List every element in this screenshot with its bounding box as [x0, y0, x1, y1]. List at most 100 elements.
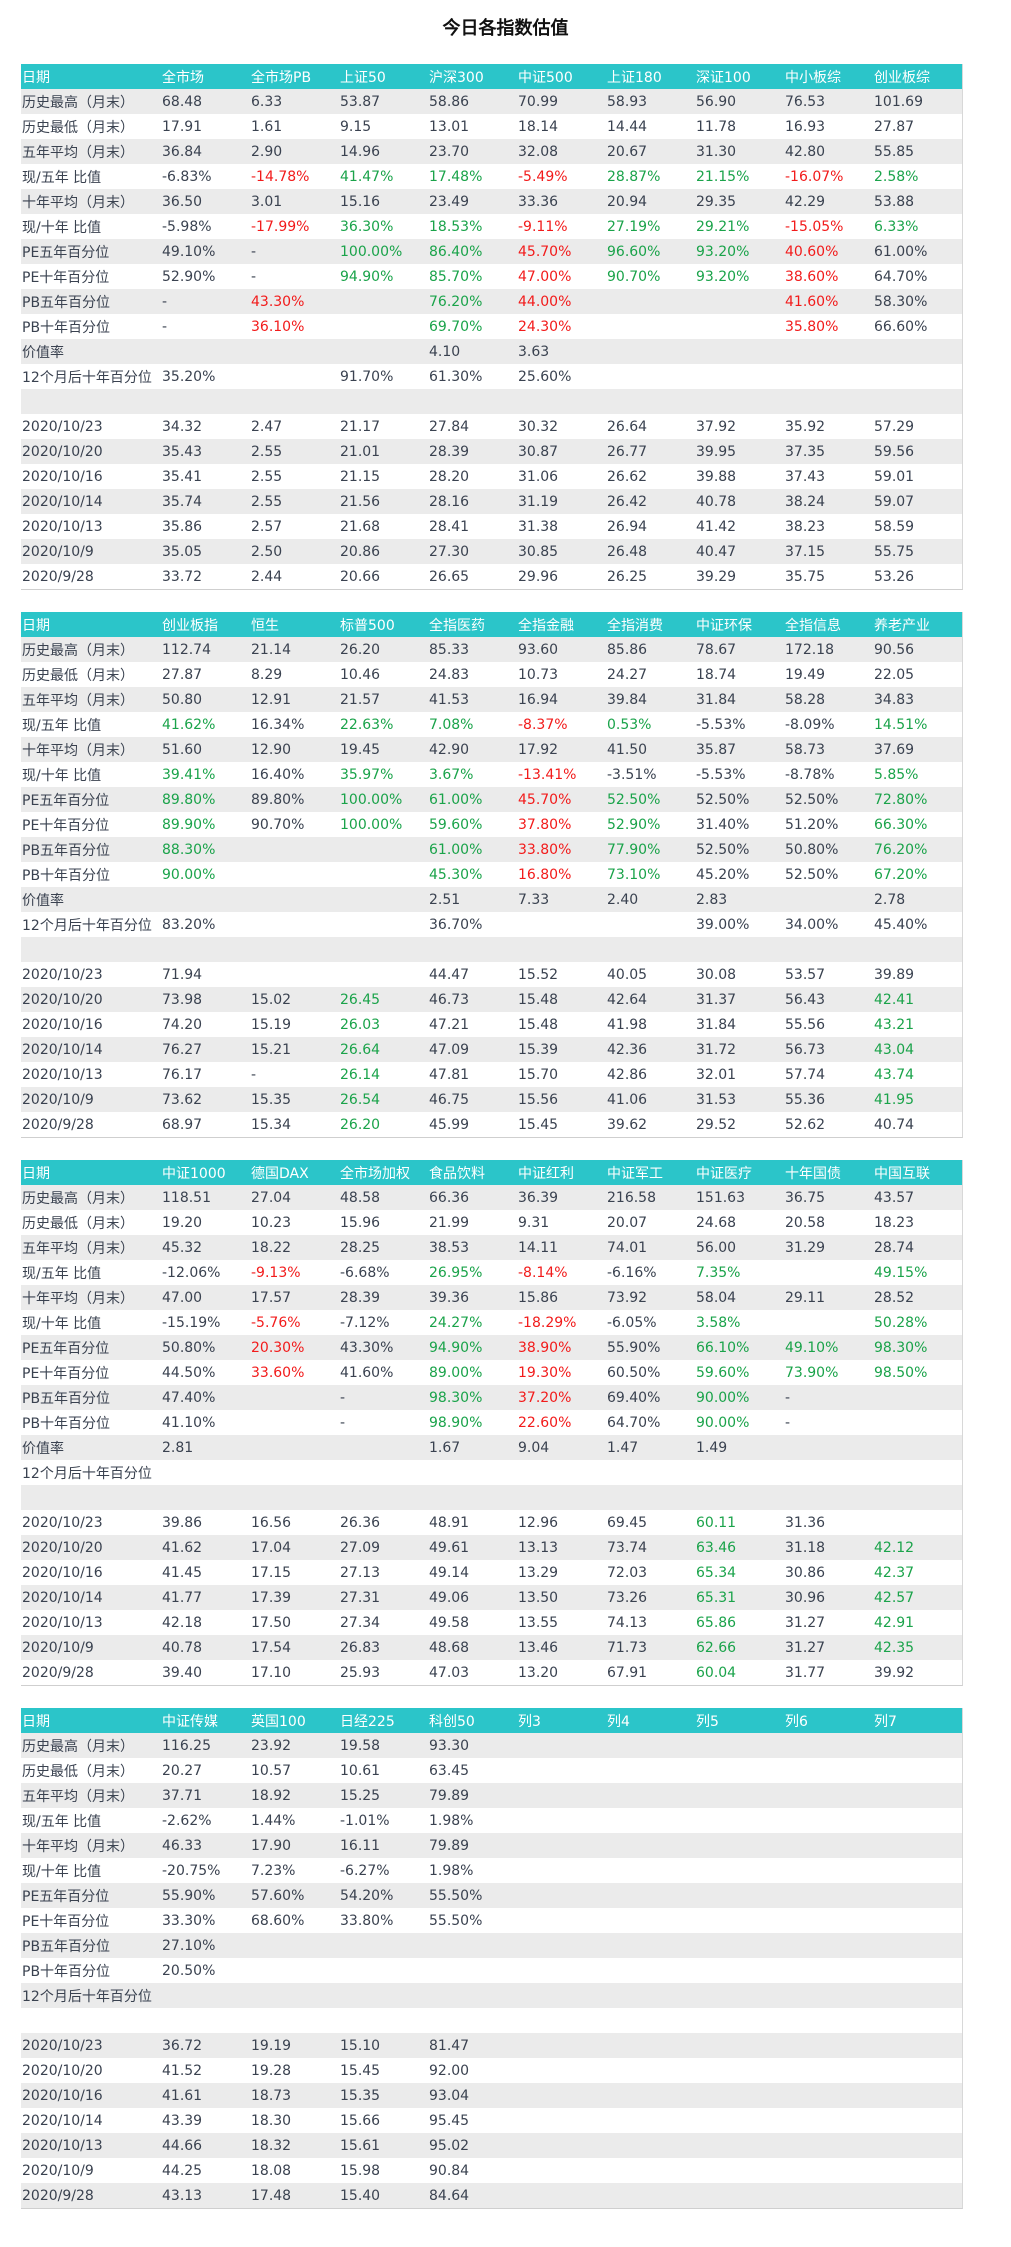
table-cell: 17.50 [250, 1610, 339, 1635]
row-label: 2020/10/13 [21, 1610, 161, 1635]
table-cell: 2.55 [250, 464, 339, 489]
row-label: 五年平均（月末） [21, 139, 161, 164]
table-cell: 90.84 [428, 2158, 517, 2183]
table-row: 2020/10/13 42.18 17.50 27.34 49.58 13.55 74.13… [21, 1610, 962, 1635]
table-cell: 21.99 [428, 1210, 517, 1235]
table-cell [695, 2158, 784, 2183]
table-cell: 43.74 [873, 1062, 962, 1087]
table-cell: 44.50% [161, 1360, 250, 1385]
row-label: PB五年百分位 [21, 289, 161, 314]
table-cell: 36.30% [339, 214, 428, 239]
table-cell: 38.90% [517, 1335, 606, 1360]
table-row: PE十年百分位 33.30% 68.60% 33.80% 55.50% [21, 1908, 962, 1933]
table-cell: 2.55 [250, 439, 339, 464]
table-cell: 41.45 [161, 1560, 250, 1585]
table-cell: 16.40% [250, 762, 339, 787]
table-cell [784, 364, 873, 389]
table-row: 2020/10/23 39.86 16.56 26.36 48.91 12.96 69.45… [21, 1510, 962, 1535]
table-cell [161, 1983, 250, 2008]
table-cell: 15.61 [339, 2133, 428, 2158]
table-cell: 27.04 [250, 1185, 339, 1210]
table-cell: 49.15% [873, 1260, 962, 1285]
column-header: 全指医药 [428, 612, 517, 637]
table-cell: 42.91 [873, 1610, 962, 1635]
table-cell: 19.30% [517, 1360, 606, 1385]
table-cell [517, 2108, 606, 2133]
table-cell: 2.51 [428, 887, 517, 912]
table-cell: -2.62% [161, 1808, 250, 1833]
table-row: 十年平均（月末） 47.00 17.57 28.39 39.36 15.86 73.92 58… [21, 1285, 962, 1310]
table-cell: 33.60% [250, 1360, 339, 1385]
valuation-table-3: 日期 中证1000 德国DAX 全市场加权 食品饮料 中证红利 中证军工 中证医疗 十年国债 中国… [21, 1160, 963, 1686]
table-cell: 61.00% [428, 787, 517, 812]
table-cell: 28.41 [428, 514, 517, 539]
table-cell: 42.86 [606, 1062, 695, 1087]
table-cell: 14.11 [517, 1235, 606, 1260]
table-cell: 29.52 [695, 1112, 784, 1137]
table-row: 2020/9/28 39.40 17.10 25.93 47.03 13.20 67.91 6… [21, 1660, 962, 1685]
table-cell: 74.01 [606, 1235, 695, 1260]
table-cell: 55.90% [161, 1883, 250, 1908]
table-cell: 93.04 [428, 2083, 517, 2108]
table-cell: 20.86 [339, 539, 428, 564]
table-cell [873, 937, 962, 962]
table-cell: 37.43 [784, 464, 873, 489]
table-cell: - [250, 239, 339, 264]
table-cell [606, 1783, 695, 1808]
table-cell [873, 2108, 962, 2133]
table-cell: - [339, 1410, 428, 1435]
table-cell: 15.35 [250, 1087, 339, 1112]
column-header: 全市场加权 [339, 1160, 428, 1185]
table-cell: 59.07 [873, 489, 962, 514]
table-cell [339, 339, 428, 364]
table-cell: 31.27 [784, 1635, 873, 1660]
table-cell [517, 1983, 606, 2008]
table-cell [784, 1983, 873, 2008]
table-cell [695, 289, 784, 314]
table-cell [695, 2058, 784, 2083]
table-row: 历史最高（月末） 68.48 6.33 53.87 58.86 70.99 58.93 56.… [21, 89, 962, 114]
table-cell [873, 1733, 962, 1758]
table-cell: 31.84 [695, 687, 784, 712]
table-cell [784, 2058, 873, 2083]
table-cell: 28.20 [428, 464, 517, 489]
table-cell: 44.00% [517, 289, 606, 314]
table-cell [784, 1833, 873, 1858]
table-cell [161, 1485, 250, 1510]
table-row: PB五年百分位 47.40% -98.30% 37.20% 69.40% 90.00% - [21, 1385, 962, 1410]
table-cell: 55.56 [784, 1012, 873, 1037]
row-label: 2020/10/9 [21, 1635, 161, 1660]
table-row: 现/五年 比值 41.62% 16.34% 22.63% 7.08% -8.37% 0.53… [21, 712, 962, 737]
table-cell: 118.51 [161, 1185, 250, 1210]
table-cell [339, 937, 428, 962]
table-cell: -7.12% [339, 1310, 428, 1335]
table-cell: 95.45 [428, 2108, 517, 2133]
column-header: 中小板综 [784, 64, 873, 89]
table-cell: 69.70% [428, 314, 517, 339]
table-cell: 90.56 [873, 637, 962, 662]
table-cell: 35.97% [339, 762, 428, 787]
table-cell [606, 339, 695, 364]
table-cell: 48.91 [428, 1510, 517, 1535]
table-cell: 52.90% [161, 264, 250, 289]
table-cell: 93.60 [517, 637, 606, 662]
table-cell: -3.51% [606, 762, 695, 787]
table-cell: 16.80% [517, 862, 606, 887]
table-row: 2020/10/13 76.17-26.14 47.81 15.70 42.86 32.0… [21, 1062, 962, 1087]
table-cell [873, 339, 962, 364]
table-cell [517, 1808, 606, 1833]
table-cell: 53.87 [339, 89, 428, 114]
table-cell: 18.74 [695, 662, 784, 687]
table-cell [784, 1758, 873, 1783]
table-cell: 3.01 [250, 189, 339, 214]
table-cell [784, 2158, 873, 2183]
row-label [21, 1485, 161, 1510]
table-cell: -6.16% [606, 1260, 695, 1285]
table-cell [161, 339, 250, 364]
table-cell: 10.23 [250, 1210, 339, 1235]
table-cell: 37.20% [517, 1385, 606, 1410]
column-header: 全指金融 [517, 612, 606, 637]
table-cell: 17.39 [250, 1585, 339, 1610]
table-cell [873, 1808, 962, 1833]
table-cell: 52.50% [695, 837, 784, 862]
